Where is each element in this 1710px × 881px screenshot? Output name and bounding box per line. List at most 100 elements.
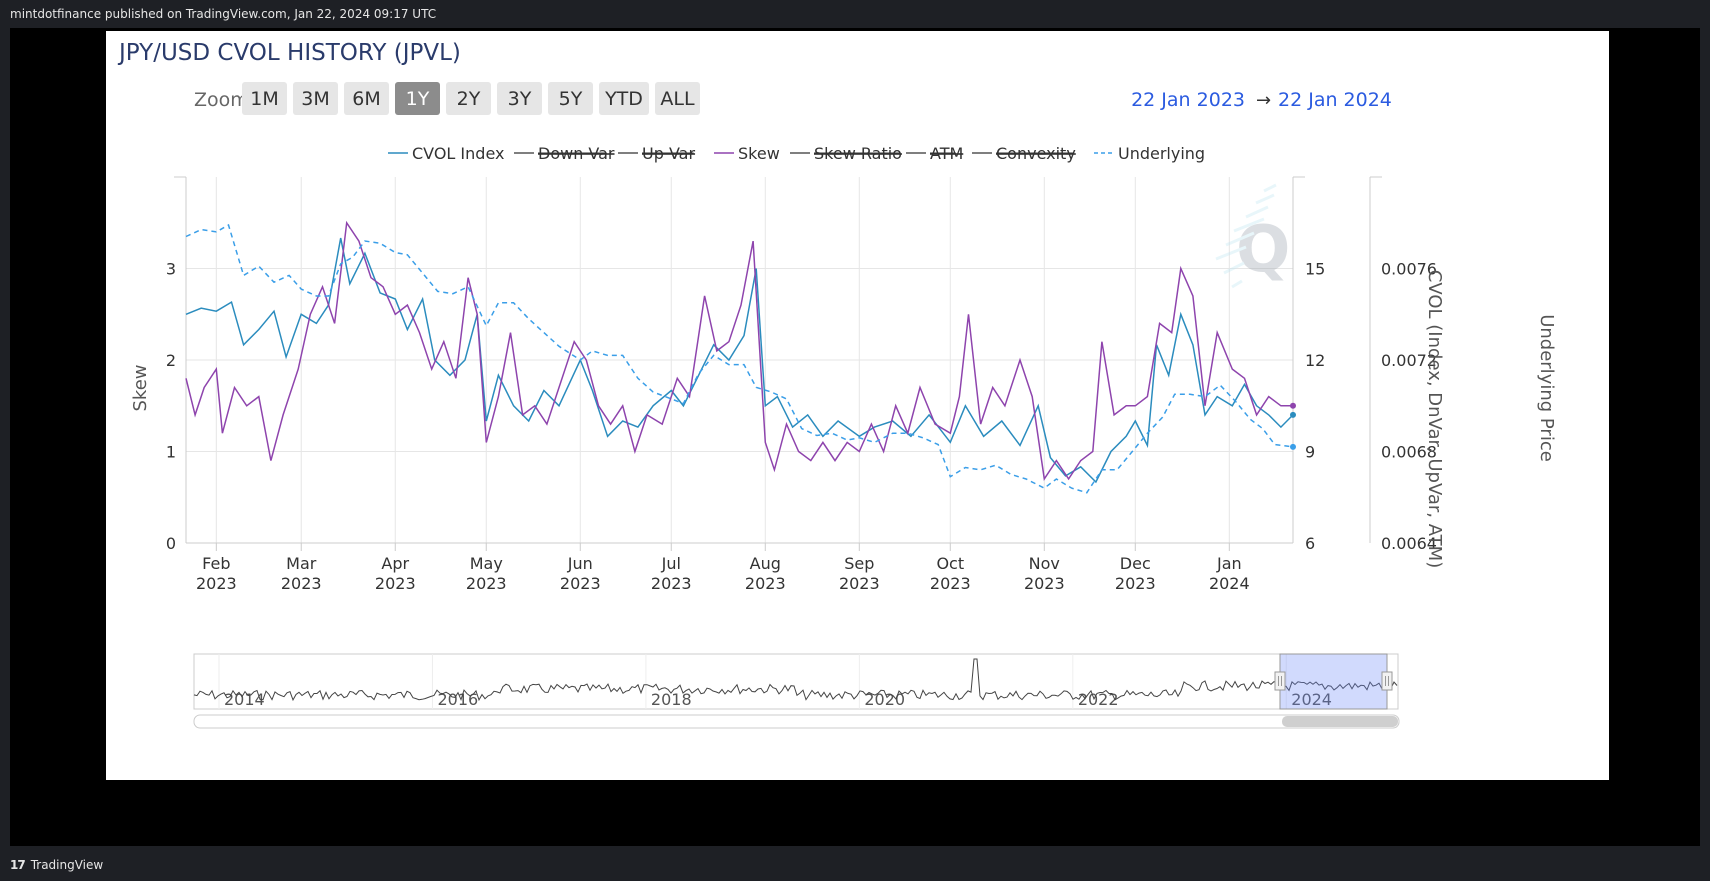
left-axis-title: Skew <box>130 364 151 411</box>
x-tick-year: 2023 <box>745 574 786 593</box>
x-tick-month: Dec <box>1120 554 1151 573</box>
legend-item-up-var[interactable]: Up Var <box>618 144 695 163</box>
zoom-button-label: 3M <box>301 88 329 110</box>
navigator-year-label: 2024 <box>1291 690 1332 709</box>
x-tick-month: Mar <box>286 554 317 573</box>
legend-label: CVOL Index <box>412 144 504 163</box>
legend-item-down-var[interactable]: Down Var <box>514 144 615 163</box>
zoom-button-label: 1M <box>250 88 278 110</box>
svg-text:Q: Q <box>1236 213 1290 287</box>
legend-item-atm[interactable]: ATM <box>906 144 963 163</box>
x-tick-year: 2023 <box>1024 574 1065 593</box>
series-underlying <box>185 223 1296 494</box>
underlying-tick-label: 0.0076 <box>1381 260 1437 279</box>
navigator-right-handle[interactable] <box>1381 671 1393 691</box>
zoom-button-6m[interactable]: 6M <box>344 82 389 115</box>
navigator-year-label: 2018 <box>651 690 692 709</box>
legend-item-cvol-index[interactable]: CVOL Index <box>388 144 504 163</box>
chart-legend: CVOL Index Down Var Up Var Skew Skew Ratio AT… <box>388 144 1205 163</box>
zoom-button-label: 5Y <box>559 88 583 110</box>
left-tick-label: 0 <box>166 534 176 553</box>
x-tick-month: Aug <box>750 554 781 573</box>
x-tick-year: 2024 <box>1209 574 1250 593</box>
zoom-button-1m[interactable]: 1M <box>242 82 287 115</box>
series-end-point[interactable] <box>1290 402 1296 409</box>
series-skew <box>185 220 1296 481</box>
x-tick-year: 2023 <box>196 574 237 593</box>
series-cvol-index <box>185 237 1296 484</box>
left-tick-label: 2 <box>166 351 176 370</box>
underlying-tick-label: 0.0068 <box>1381 443 1437 462</box>
navigator-series <box>193 658 1398 702</box>
x-tick-year: 2023 <box>930 574 971 593</box>
series-line[interactable] <box>185 220 1293 481</box>
navigator-left-handle[interactable] <box>1274 671 1286 691</box>
footer-bar: 17 TradingView <box>0 850 1710 881</box>
zoom-button-label: ALL <box>660 88 695 110</box>
cvol-tick-label: 9 <box>1305 443 1315 462</box>
zoom-button-label: 6M <box>352 88 380 110</box>
navigator-selection[interactable] <box>1279 653 1388 710</box>
zoom-button-label: 3Y <box>508 88 532 110</box>
legend-item-underlying[interactable]: Underlying <box>1094 144 1205 163</box>
chart-title: JPY/USD CVOL HISTORY (JPVL) <box>117 40 461 66</box>
x-tick-month: Apr <box>381 554 409 573</box>
chart-axes: 01236912150.00640.00680.00720.0076Feb202… <box>166 176 1437 593</box>
x-tick-year: 2023 <box>375 574 416 593</box>
published-header: mintdotfinance published on TradingView.… <box>10 7 437 21</box>
zoom-button-3y[interactable]: 3Y <box>497 82 542 115</box>
series-line[interactable] <box>185 237 1294 484</box>
zoom-button-group: 1M 3M 6M 1Y 2Y 3Y 5Y YTD ALL <box>242 82 700 115</box>
range-arrow: → <box>1256 90 1271 111</box>
series-line[interactable] <box>185 223 1294 494</box>
zoom-button-5y[interactable]: 5Y <box>548 82 593 115</box>
x-tick-month: Jun <box>567 554 593 573</box>
zoom-button-2y[interactable]: 2Y <box>446 82 491 115</box>
x-tick-month: Feb <box>202 554 230 573</box>
underlying-axis-title: Underlying Price <box>1536 314 1557 462</box>
underlying-tick-label: 0.0064 <box>1381 534 1437 553</box>
range-navigator[interactable]: 201420162018202020222024 <box>193 653 1399 710</box>
zoom-button-all[interactable]: ALL <box>655 82 700 115</box>
zoom-button-ytd[interactable]: YTD <box>599 82 649 115</box>
cvol-tick-label: 15 <box>1305 260 1325 279</box>
navigator-year-label: 2014 <box>224 690 265 709</box>
x-tick-month: May <box>470 554 503 573</box>
x-tick-month: Oct <box>936 554 964 573</box>
zoom-button-label: YTD <box>604 88 643 110</box>
navigator-frame <box>193 653 1399 710</box>
left-tick-label: 1 <box>166 443 176 462</box>
series-layer <box>185 220 1296 494</box>
scrollbar-track[interactable] <box>193 714 1400 729</box>
scrollbar-thumb[interactable] <box>1282 716 1398 727</box>
cvol-tick-label: 12 <box>1305 351 1325 370</box>
zoom-label: Zoom <box>194 89 249 111</box>
series-end-point[interactable] <box>1290 443 1296 450</box>
legend-item-skew-ratio[interactable]: Skew Ratio <box>790 144 902 163</box>
axis-titles: Skew CVOL (Index, DnVar, UpVar, ATM) Und… <box>130 270 1557 568</box>
cvol-tick-label: 6 <box>1305 534 1315 553</box>
legend-label: Underlying <box>1118 144 1205 163</box>
x-tick-year: 2023 <box>839 574 880 593</box>
left-tick-label: 3 <box>166 260 176 279</box>
x-tick-year: 2023 <box>560 574 601 593</box>
zoom-button-3m[interactable]: 3M <box>293 82 338 115</box>
range-scrollbar[interactable] <box>193 714 1400 729</box>
tradingview-brand[interactable]: TradingView <box>30 858 104 872</box>
x-tick-year: 2023 <box>281 574 322 593</box>
legend-item-convexity[interactable]: Convexity <box>972 144 1076 163</box>
range-from-date[interactable]: 22 Jan 2023 <box>1131 89 1245 111</box>
zoom-button-label: 1Y <box>406 88 430 110</box>
series-end-point[interactable] <box>1290 411 1296 418</box>
x-tick-month: Jan <box>1216 554 1242 573</box>
zoom-button-1y[interactable]: 1Y <box>395 82 440 115</box>
x-tick-year: 2023 <box>1115 574 1156 593</box>
legend-item-skew[interactable]: Skew <box>714 144 780 163</box>
cvol-axis-title: CVOL (Index, DnVar, UpVar, ATM) <box>1424 270 1445 568</box>
cvol-chart: JPY/USD CVOL HISTORY (JPVL) Zoom 1M 3M 6M 1… <box>117 40 1557 729</box>
tradingview-logo-icon[interactable]: 17 <box>10 858 26 872</box>
range-to-date[interactable]: 22 Jan 2024 <box>1278 89 1392 111</box>
q-watermark-icon: Q <box>1215 183 1290 289</box>
x-tick-month: Jul <box>661 554 681 573</box>
x-tick-year: 2023 <box>466 574 507 593</box>
